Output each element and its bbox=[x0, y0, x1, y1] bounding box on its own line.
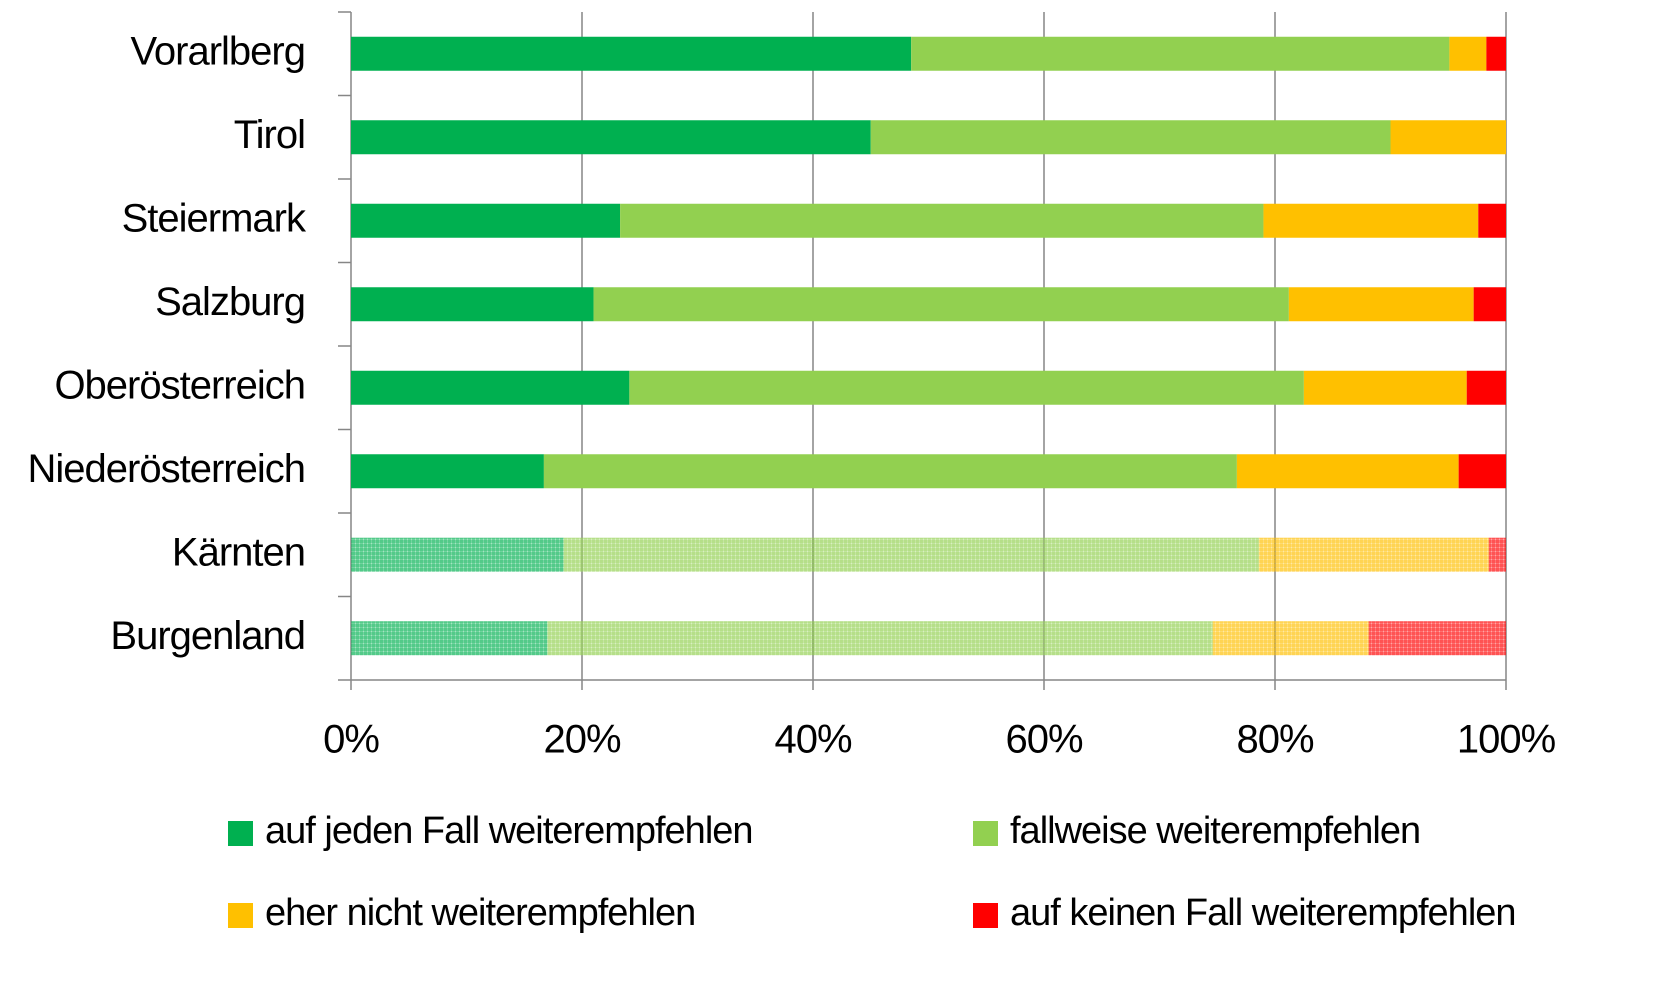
bar-segment bbox=[351, 120, 871, 155]
bar-segment bbox=[1212, 621, 1369, 656]
y-tick-label: Steiermark bbox=[122, 196, 307, 240]
bar-segment bbox=[1473, 287, 1506, 322]
bar-segment bbox=[1449, 36, 1487, 71]
bar-segment bbox=[593, 287, 1289, 322]
y-tick-label: Kärnten bbox=[172, 530, 305, 574]
bar-segment bbox=[1368, 621, 1506, 656]
bar-segment bbox=[1458, 454, 1506, 489]
bar-segment bbox=[1236, 454, 1459, 489]
bar-segment bbox=[351, 370, 630, 405]
y-tick-label: Salzburg bbox=[155, 280, 305, 324]
y-tick-label: Oberösterreich bbox=[54, 363, 305, 407]
bar-segment bbox=[1488, 537, 1506, 572]
bar-segment bbox=[911, 36, 1450, 71]
bar-segment bbox=[351, 36, 912, 71]
x-tick-label: 20% bbox=[543, 718, 620, 762]
y-tick-label: Tirol bbox=[234, 113, 305, 157]
legend-swatch bbox=[973, 821, 998, 846]
bar-segment bbox=[1390, 120, 1506, 155]
bar-segment bbox=[547, 621, 1213, 656]
bar-segment bbox=[543, 454, 1237, 489]
bar-segment bbox=[1486, 36, 1506, 71]
x-tick-label: 100% bbox=[1457, 718, 1556, 762]
legend-swatch bbox=[228, 821, 253, 846]
bar-segment bbox=[351, 287, 594, 322]
legend-label: auf jeden Fall weiterempfehlen bbox=[265, 810, 753, 852]
legend-label: fallweise weiterempfehlen bbox=[1010, 810, 1420, 852]
bar-segment bbox=[1303, 370, 1467, 405]
bar-segment bbox=[870, 120, 1391, 155]
bar-segment bbox=[1288, 287, 1474, 322]
y-tick-label: Vorarlberg bbox=[130, 29, 305, 73]
bar-segment bbox=[1466, 370, 1506, 405]
x-tick-label: 60% bbox=[1005, 718, 1082, 762]
bar-segment bbox=[1263, 203, 1479, 238]
y-tick-label: Burgenland bbox=[110, 614, 305, 658]
bar-segment bbox=[620, 203, 1264, 238]
bar-segment bbox=[351, 621, 548, 656]
legend-swatch bbox=[228, 903, 253, 928]
y-tick-label: Niederösterreich bbox=[28, 447, 305, 491]
bar-segment bbox=[629, 370, 1304, 405]
bar-segment bbox=[351, 454, 544, 489]
x-tick-label: 40% bbox=[774, 718, 851, 762]
bar-segment bbox=[1258, 537, 1489, 572]
x-tick-label: 0% bbox=[323, 718, 379, 762]
legend-label: eher nicht weiterempfehlen bbox=[265, 892, 695, 934]
bar-segment bbox=[563, 537, 1259, 572]
bar-segment bbox=[351, 537, 564, 572]
bar-segment bbox=[351, 203, 621, 238]
bar-segment bbox=[1478, 203, 1506, 238]
legend-label: auf keinen Fall weiterempfehlen bbox=[1010, 892, 1516, 934]
x-tick-label: 80% bbox=[1236, 718, 1313, 762]
legend-swatch bbox=[973, 903, 998, 928]
